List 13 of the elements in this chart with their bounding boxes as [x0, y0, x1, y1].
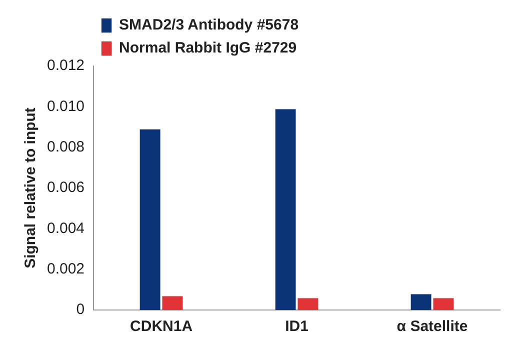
- y-tick-label: 0.006: [46, 179, 85, 196]
- y-tick-label: 0.010: [46, 98, 85, 115]
- legend-label: Normal Rabbit IgG #2729: [119, 40, 297, 57]
- y-tick-label: 0.012: [46, 57, 85, 74]
- y-tick-label: 0.002: [46, 260, 85, 278]
- y-tick-label: 0.004: [46, 220, 85, 237]
- x-tick-label: ID1: [285, 318, 308, 336]
- x-tick-label: α Satellite: [396, 318, 468, 336]
- y-tick-label: 0: [76, 301, 85, 318]
- legend-label: SMAD2/3 Antibody #5678: [119, 16, 299, 34]
- y-tick-label: 0.008: [46, 138, 85, 156]
- x-tick-label: CDKN1A: [130, 318, 193, 336]
- y-axis-title: Signal relative to input: [22, 108, 40, 268]
